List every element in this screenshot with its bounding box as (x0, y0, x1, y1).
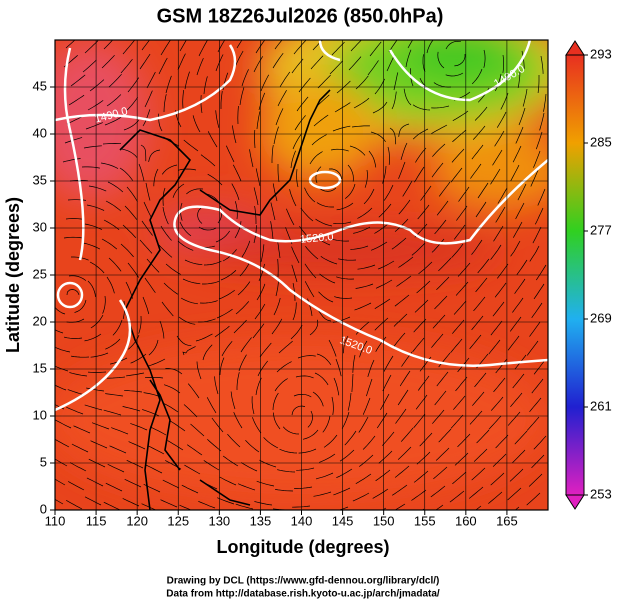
title: GSM 18Z26Jul2026 (850.0hPa) (157, 5, 444, 27)
x-axis-label: Longitude (degrees) (216, 537, 389, 557)
x-tick-label: 125 (167, 513, 189, 528)
streamline (524, 512, 538, 524)
x-tick-label: 165 (496, 513, 518, 528)
colorbar-tick-label: 261 (590, 398, 612, 413)
y-tick-label: 30 (33, 219, 47, 234)
colorbar-tick-label: 253 (590, 486, 612, 501)
colorbar: 253 261 269 277 285 293 (566, 41, 612, 509)
y-tick-label: 0 (40, 501, 47, 516)
x-tick-label: 135 (250, 513, 272, 528)
y-tick-label: 20 (33, 313, 47, 328)
y-tick-label: 15 (33, 360, 47, 375)
x-tick-label: 160 (455, 513, 477, 528)
streamline (103, 144, 121, 145)
x-tick-label: 110 (45, 513, 66, 528)
y-tick-label: 45 (33, 78, 47, 93)
colorbar-tick-label: 277 (590, 222, 612, 237)
field: 1490.0 1490.0 1520.0 1520.0 (30, 0, 580, 524)
x-tick-label: 140 (291, 513, 313, 528)
y-tick-label: 35 (33, 172, 47, 187)
x-tick-label: 150 (373, 513, 395, 528)
y-tick-label: 5 (40, 454, 47, 469)
colorbar-tick-label: 285 (590, 134, 612, 149)
colorbar-extend (566, 41, 584, 55)
streamline (311, 511, 329, 514)
x-tick-label: 145 (332, 513, 354, 528)
credit-line: Drawing by DCL (https://www.gfd-dennou.o… (167, 576, 440, 587)
colorbar-extend (566, 495, 584, 509)
colorbar-tick-label: 293 (590, 46, 612, 61)
x-tick-label: 115 (86, 513, 107, 528)
x-tick-label: 155 (414, 513, 436, 528)
y-tick-label: 40 (33, 125, 47, 140)
x-tick-label: 120 (126, 513, 148, 528)
y-tick-label: 25 (33, 266, 47, 281)
credit-line: Data from http://database.rish.kyoto-u.a… (166, 589, 440, 600)
colorbar-scale (566, 55, 584, 495)
x-tick-label: 130 (208, 513, 230, 528)
colorbar-tick-label: 269 (590, 310, 612, 325)
y-tick-label: 10 (33, 407, 47, 422)
y-axis-label: Latitude (degrees) (3, 197, 23, 353)
